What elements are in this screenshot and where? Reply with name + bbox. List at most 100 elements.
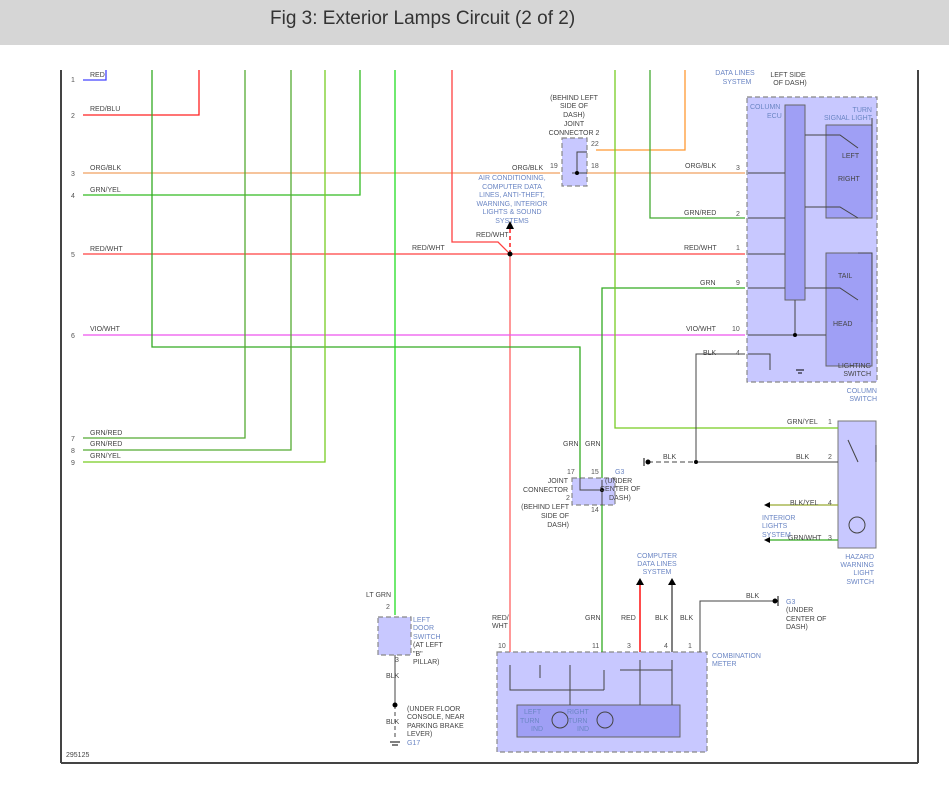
svg-text:COMBINATION: COMBINATION bbox=[712, 653, 761, 660]
svg-text:(AT LEFT: (AT LEFT bbox=[413, 642, 443, 649]
svg-text:SWITCH: SWITCH bbox=[846, 579, 874, 586]
svg-text:DATA LINES: DATA LINES bbox=[637, 561, 677, 568]
svg-text:OF DASH): OF DASH) bbox=[773, 80, 806, 87]
svg-text:(BEHIND LEFT: (BEHIND LEFT bbox=[521, 504, 570, 511]
svg-text:9: 9 bbox=[71, 460, 75, 467]
svg-text:METER: METER bbox=[712, 661, 737, 668]
svg-text:DOOR: DOOR bbox=[413, 625, 434, 632]
svg-text:18: 18 bbox=[591, 163, 599, 170]
right-turn-led-icon bbox=[596, 711, 614, 729]
svg-text:19: 19 bbox=[550, 163, 558, 170]
svg-text:RED/: RED/ bbox=[492, 615, 509, 622]
combination-meter-labels: COMBINATION METER COMPUTER DATA LINES SY… bbox=[492, 553, 761, 733]
svg-text:GRN/RED: GRN/RED bbox=[90, 441, 122, 448]
svg-text:RED/WHT: RED/WHT bbox=[412, 245, 445, 252]
svg-text:LEFT SIDE: LEFT SIDE bbox=[770, 72, 806, 79]
svg-text:COMPUTER: COMPUTER bbox=[637, 553, 677, 560]
svg-text:VIO/WHT: VIO/WHT bbox=[686, 326, 717, 333]
arrow-icons bbox=[506, 221, 770, 585]
svg-text:INTERIOR: INTERIOR bbox=[762, 515, 795, 522]
diagram-frame bbox=[60, 70, 919, 764]
svg-text:WARNING: WARNING bbox=[840, 562, 874, 569]
wire-orange bbox=[596, 70, 686, 151]
svg-text:7: 7 bbox=[71, 436, 75, 443]
left-door-switch-labels: LT GRN 2 3 LEFT DOOR SWITCH (AT LEFT "B"… bbox=[366, 592, 465, 747]
column-switch-labels: DATA LINES SYSTEM LEFT SIDE OF DASH) COL… bbox=[684, 70, 877, 403]
svg-text:CENTER OF: CENTER OF bbox=[786, 616, 826, 623]
svg-text:4: 4 bbox=[664, 643, 668, 650]
svg-text:GRN/WHT: GRN/WHT bbox=[788, 535, 822, 542]
svg-text:SYSTEMS: SYSTEMS bbox=[495, 218, 529, 225]
svg-text:2: 2 bbox=[566, 495, 570, 502]
svg-text:SIDE OF: SIDE OF bbox=[560, 103, 588, 110]
svg-text:JOINT: JOINT bbox=[548, 478, 569, 485]
svg-text:SWITCH: SWITCH bbox=[843, 371, 871, 378]
svg-text:4: 4 bbox=[736, 350, 740, 357]
svg-text:CONNECTOR: CONNECTOR bbox=[523, 487, 568, 494]
svg-text:LIGHT: LIGHT bbox=[853, 570, 874, 577]
svg-text:1: 1 bbox=[688, 643, 692, 650]
svg-text:GRN/RED: GRN/RED bbox=[90, 430, 122, 437]
svg-text:LINES, ANTI-THEFT,: LINES, ANTI-THEFT, bbox=[479, 192, 545, 199]
svg-text:BLK: BLK bbox=[386, 719, 400, 726]
lighting-switch bbox=[825, 252, 873, 367]
ground-g3-upper: BLK G3 (UNDER CENTER OF DASH) bbox=[600, 454, 677, 502]
svg-text:22: 22 bbox=[591, 141, 599, 148]
svg-text:10: 10 bbox=[732, 326, 740, 333]
svg-text:GRN/YEL: GRN/YEL bbox=[90, 187, 121, 194]
svg-text:TAIL: TAIL bbox=[838, 273, 852, 280]
svg-text:BLK: BLK bbox=[386, 673, 400, 680]
joint-connector-box bbox=[571, 477, 616, 506]
svg-text:5: 5 bbox=[71, 252, 75, 259]
svg-text:RED/BLU: RED/BLU bbox=[90, 106, 120, 113]
svg-text:RED: RED bbox=[90, 72, 105, 79]
svg-text:CONNECTOR 2: CONNECTOR 2 bbox=[549, 130, 600, 137]
hazard-switch-box bbox=[837, 420, 877, 549]
svg-text:14: 14 bbox=[591, 507, 599, 514]
svg-text:VIO/WHT: VIO/WHT bbox=[90, 326, 121, 333]
svg-text:RED/WHT: RED/WHT bbox=[684, 245, 717, 252]
svg-text:GRN: GRN bbox=[585, 441, 601, 448]
svg-text:ECU: ECU bbox=[767, 113, 782, 120]
svg-text:SWITCH: SWITCH bbox=[413, 634, 441, 641]
wire-blk-g3 bbox=[699, 600, 775, 652]
svg-text:LEFT: LEFT bbox=[524, 709, 542, 716]
wire-grn-yel-hazard bbox=[614, 70, 838, 429]
svg-text:COLUMN: COLUMN bbox=[847, 388, 877, 395]
svg-text:GRN/RED: GRN/RED bbox=[684, 210, 716, 217]
svg-text:WHT: WHT bbox=[492, 623, 509, 630]
svg-text:3: 3 bbox=[71, 171, 75, 178]
svg-text:RED: RED bbox=[621, 615, 636, 622]
svg-text:RED/WHT: RED/WHT bbox=[476, 232, 509, 239]
splice-labels: RED/WHT RED/WHT AIR CONDITIONING, COMPUT… bbox=[412, 175, 547, 252]
svg-text:LT GRN: LT GRN bbox=[366, 592, 391, 599]
left-connector: 1 2 3 4 5 6 7 8 9 RED RED/BLU ORG/BLK GR… bbox=[71, 72, 123, 467]
svg-text:GRN: GRN bbox=[563, 441, 579, 448]
svg-text:RIGHT: RIGHT bbox=[567, 709, 590, 716]
svg-text:BLK: BLK bbox=[680, 615, 694, 622]
svg-text:LIGHTS: LIGHTS bbox=[762, 523, 788, 530]
svg-text:DASH): DASH) bbox=[547, 522, 569, 529]
svg-text:COLUMN: COLUMN bbox=[750, 104, 780, 111]
svg-text:2: 2 bbox=[386, 604, 390, 611]
svg-text:GRN: GRN bbox=[585, 615, 601, 622]
wire-grn-yel bbox=[83, 70, 361, 196]
svg-text:10: 10 bbox=[498, 643, 506, 650]
svg-text:RED/WHT: RED/WHT bbox=[90, 246, 123, 253]
wire-grn-left bbox=[151, 70, 581, 478]
svg-text:LIGHTING: LIGHTING bbox=[838, 363, 871, 370]
wire-red-wht-2 bbox=[451, 70, 511, 255]
svg-text:AIR CONDITIONING,: AIR CONDITIONING, bbox=[478, 175, 545, 182]
svg-text:LIGHTS & SOUND: LIGHTS & SOUND bbox=[482, 209, 541, 216]
svg-text:17: 17 bbox=[567, 469, 575, 476]
svg-text:15: 15 bbox=[591, 469, 599, 476]
svg-text:GRN/YEL: GRN/YEL bbox=[787, 419, 818, 426]
svg-text:G17: G17 bbox=[407, 740, 420, 747]
wire-grn-9 bbox=[601, 287, 745, 478]
svg-text:LEFT: LEFT bbox=[842, 153, 860, 160]
svg-text:1: 1 bbox=[71, 77, 75, 84]
svg-text:ORG/BLK: ORG/BLK bbox=[685, 163, 716, 170]
svg-text:3: 3 bbox=[395, 657, 399, 664]
turn-signal-switch bbox=[825, 124, 873, 219]
svg-text:GRN/YEL: GRN/YEL bbox=[90, 453, 121, 460]
